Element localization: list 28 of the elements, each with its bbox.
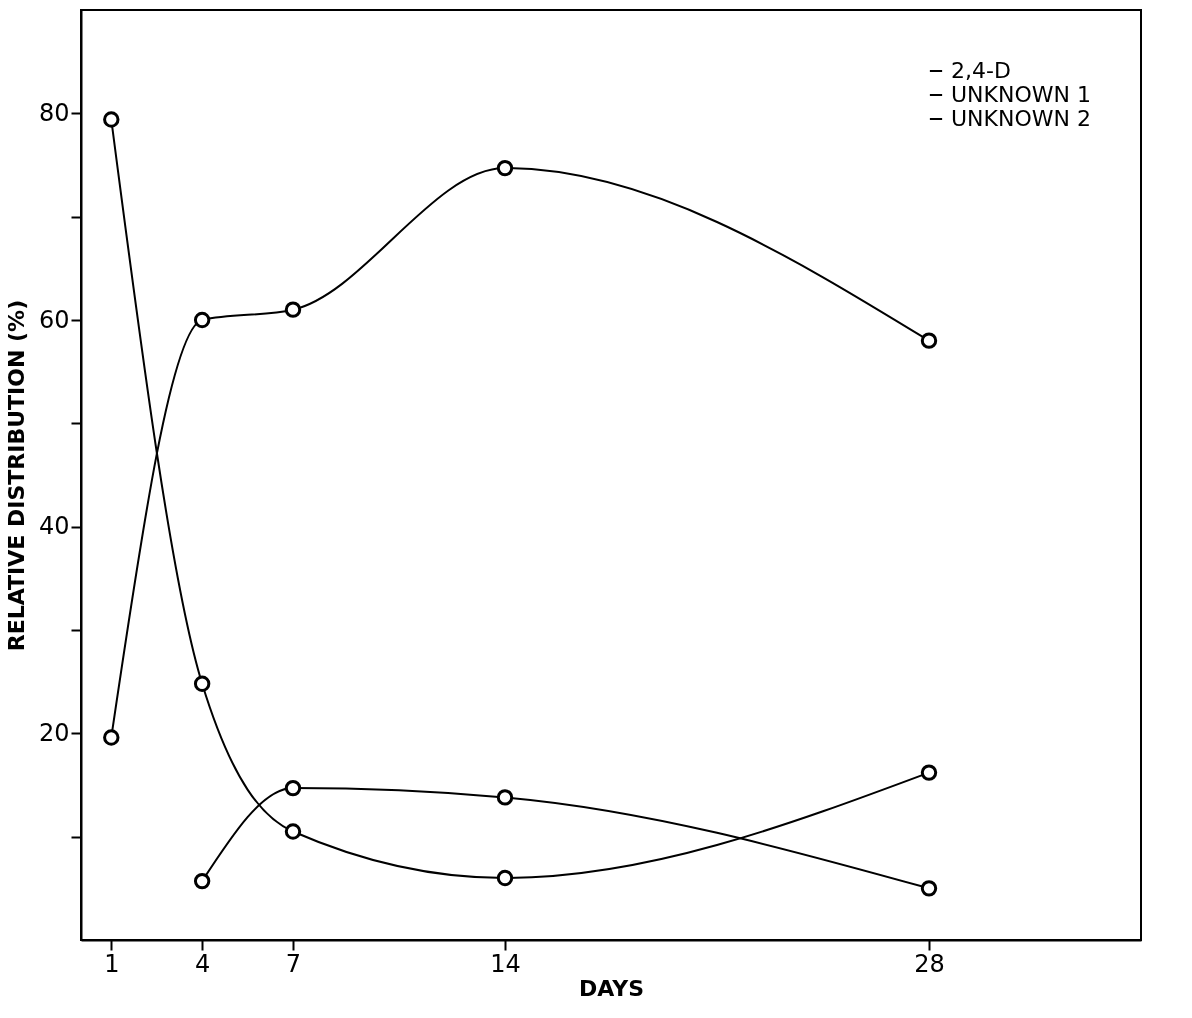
point bbox=[496, 869, 514, 887]
point bbox=[496, 789, 514, 806]
y-axis-title: RELATIVE DISTRIBUTION (%) bbox=[3, 299, 29, 652]
x-tick-label: 1 bbox=[104, 949, 120, 978]
point bbox=[284, 823, 302, 840]
y-tick-label: 20 bbox=[38, 718, 70, 747]
point bbox=[920, 332, 938, 349]
x-tick-label: 4 bbox=[195, 949, 211, 978]
point bbox=[920, 764, 938, 781]
x-tick-label: 28 bbox=[914, 949, 945, 978]
point bbox=[920, 880, 938, 897]
point bbox=[103, 111, 120, 128]
y-tick-label: 60 bbox=[38, 305, 70, 334]
point bbox=[193, 872, 211, 890]
legend-label: UNKNOWN 1 bbox=[951, 82, 1091, 107]
x-tick-label: 14 bbox=[490, 949, 521, 978]
point bbox=[496, 159, 514, 177]
y-tick-label: 80 bbox=[38, 98, 70, 127]
point bbox=[193, 311, 211, 329]
legend-label: UNKNOWN 2 bbox=[951, 106, 1091, 131]
point bbox=[103, 729, 120, 746]
x-tick-label: 7 bbox=[285, 949, 302, 978]
y-tick-label: 40 bbox=[38, 512, 70, 541]
legend-label: 2,4-D bbox=[951, 58, 1011, 83]
point bbox=[284, 301, 302, 318]
x-axis-title: DAYS bbox=[579, 975, 644, 1001]
point bbox=[284, 779, 302, 797]
point bbox=[193, 675, 211, 692]
